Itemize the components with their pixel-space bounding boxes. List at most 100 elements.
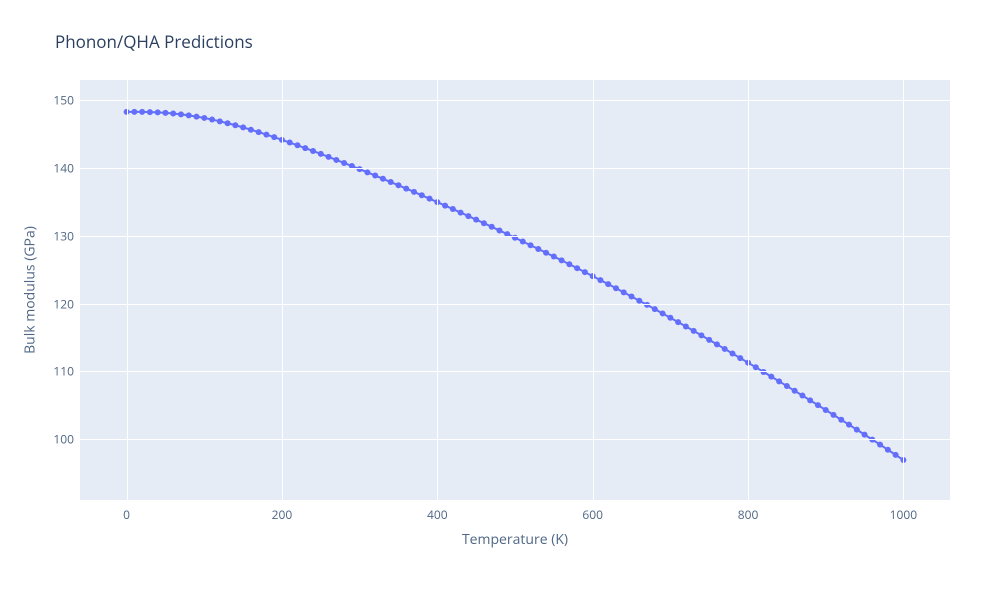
series-marker[interactable]: [667, 315, 673, 321]
series-marker[interactable]: [830, 412, 836, 418]
series-marker[interactable]: [753, 364, 759, 370]
series-marker[interactable]: [862, 432, 868, 438]
gridline-h: [80, 439, 950, 440]
series-marker[interactable]: [263, 132, 269, 138]
series-marker[interactable]: [427, 196, 433, 202]
series-marker[interactable]: [225, 120, 231, 126]
series-marker[interactable]: [186, 112, 192, 118]
series-marker[interactable]: [737, 355, 743, 361]
series-marker[interactable]: [807, 397, 813, 403]
series-marker[interactable]: [131, 109, 137, 115]
series-marker[interactable]: [403, 186, 409, 192]
series-marker[interactable]: [784, 383, 790, 389]
series-marker[interactable]: [489, 224, 495, 230]
gridline-v: [748, 80, 749, 500]
series-marker[interactable]: [419, 192, 425, 198]
series-marker[interactable]: [652, 306, 658, 312]
series-marker[interactable]: [621, 289, 627, 295]
series-marker[interactable]: [528, 242, 534, 248]
series-marker[interactable]: [597, 277, 603, 283]
series-marker[interactable]: [333, 157, 339, 163]
series-marker[interactable]: [357, 166, 363, 172]
series-marker[interactable]: [372, 173, 378, 179]
series-marker[interactable]: [364, 169, 370, 175]
series-marker[interactable]: [341, 160, 347, 166]
series-marker[interactable]: [458, 210, 464, 216]
series-marker[interactable]: [582, 269, 588, 275]
x-tick: 200: [272, 506, 293, 523]
series-marker[interactable]: [722, 346, 728, 352]
series-marker[interactable]: [675, 319, 681, 325]
series-marker[interactable]: [139, 109, 145, 115]
series-marker[interactable]: [815, 402, 821, 408]
series-marker[interactable]: [450, 206, 456, 212]
series-marker[interactable]: [271, 134, 277, 140]
series-marker[interactable]: [481, 220, 487, 226]
gridline-v: [127, 80, 128, 500]
series-marker[interactable]: [411, 189, 417, 195]
series-marker[interactable]: [395, 182, 401, 188]
series-marker[interactable]: [473, 217, 479, 223]
series-marker[interactable]: [683, 324, 689, 330]
series-marker[interactable]: [240, 124, 246, 130]
series-marker[interactable]: [162, 110, 168, 116]
series-marker[interactable]: [535, 246, 541, 252]
series-marker[interactable]: [823, 407, 829, 413]
series-marker[interactable]: [318, 151, 324, 157]
series-marker[interactable]: [877, 442, 883, 448]
series-marker[interactable]: [155, 109, 161, 115]
series-marker[interactable]: [574, 265, 580, 271]
series-marker[interactable]: [310, 148, 316, 154]
series-marker[interactable]: [442, 203, 448, 209]
series-marker[interactable]: [706, 337, 712, 343]
series-marker[interactable]: [520, 239, 526, 245]
series-marker[interactable]: [838, 417, 844, 423]
series-marker[interactable]: [147, 109, 153, 115]
series-marker[interactable]: [846, 422, 852, 428]
series-marker[interactable]: [543, 250, 549, 256]
series-marker[interactable]: [380, 176, 386, 182]
series-marker[interactable]: [893, 452, 899, 458]
series-marker[interactable]: [551, 254, 557, 260]
series-marker[interactable]: [295, 142, 301, 148]
plot-area[interactable]: [80, 80, 950, 500]
series-marker[interactable]: [201, 115, 207, 121]
series-marker[interactable]: [465, 213, 471, 219]
series-marker[interactable]: [194, 114, 200, 120]
series-marker[interactable]: [776, 378, 782, 384]
series-marker[interactable]: [217, 118, 223, 124]
series-marker[interactable]: [559, 257, 565, 263]
series-marker[interactable]: [854, 427, 860, 433]
series-marker[interactable]: [496, 227, 502, 233]
series-marker[interactable]: [566, 261, 572, 267]
series-marker[interactable]: [605, 281, 611, 287]
gridline-h: [80, 100, 950, 101]
y-tick: 140: [50, 160, 74, 177]
series-marker[interactable]: [768, 374, 774, 380]
series-marker[interactable]: [232, 122, 238, 128]
series-marker[interactable]: [178, 111, 184, 117]
series-marker[interactable]: [256, 129, 262, 135]
series-marker[interactable]: [248, 127, 254, 133]
data-series: [80, 80, 950, 500]
series-marker[interactable]: [691, 328, 697, 334]
x-tick: 0: [123, 506, 130, 523]
gridline-h: [80, 371, 950, 372]
series-marker[interactable]: [714, 341, 720, 347]
series-marker[interactable]: [885, 447, 891, 453]
series-marker[interactable]: [209, 117, 215, 123]
gridline-h: [80, 168, 950, 169]
series-marker[interactable]: [302, 145, 308, 151]
series-marker[interactable]: [326, 154, 332, 160]
series-marker[interactable]: [792, 388, 798, 394]
series-marker[interactable]: [613, 285, 619, 291]
series-marker[interactable]: [287, 140, 293, 146]
series-marker[interactable]: [170, 111, 176, 117]
series-marker[interactable]: [698, 332, 704, 338]
series-marker[interactable]: [660, 310, 666, 316]
series-marker[interactable]: [629, 294, 635, 300]
series-marker[interactable]: [799, 393, 805, 399]
series-marker[interactable]: [730, 350, 736, 356]
series-marker[interactable]: [388, 179, 394, 185]
gridline-v: [282, 80, 283, 500]
